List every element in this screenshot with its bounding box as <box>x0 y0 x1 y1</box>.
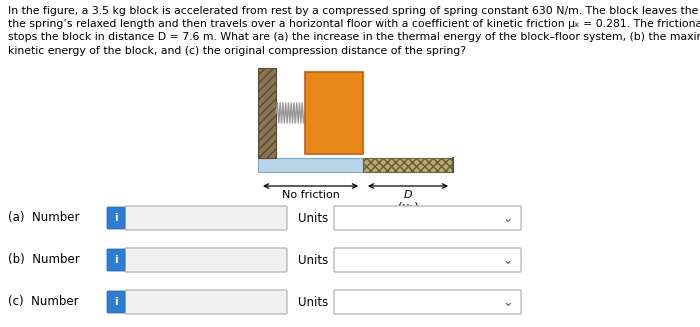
Text: Units: Units <box>298 253 328 267</box>
Text: In the figure, a 3.5 kg block is accelerated from rest by a compressed spring of: In the figure, a 3.5 kg block is acceler… <box>8 6 700 56</box>
Bar <box>258 68 276 158</box>
Text: No friction: No friction <box>281 190 340 200</box>
Text: (c)  Number: (c) Number <box>8 296 78 308</box>
Text: ⌄: ⌄ <box>503 296 513 308</box>
Bar <box>305 72 363 154</box>
Text: i: i <box>114 297 118 307</box>
Text: ⌄: ⌄ <box>503 212 513 225</box>
Text: ⌄: ⌄ <box>503 253 513 267</box>
FancyBboxPatch shape <box>107 291 125 313</box>
FancyBboxPatch shape <box>334 206 521 230</box>
FancyBboxPatch shape <box>107 207 125 229</box>
FancyBboxPatch shape <box>334 290 521 314</box>
FancyBboxPatch shape <box>125 248 287 272</box>
Text: (b)  Number: (b) Number <box>8 253 80 267</box>
Text: (a)  Number: (a) Number <box>8 212 80 225</box>
Text: i: i <box>114 213 118 223</box>
FancyBboxPatch shape <box>107 249 125 271</box>
Bar <box>258 68 276 158</box>
Bar <box>363 158 453 172</box>
Bar <box>363 158 453 172</box>
Text: Units: Units <box>298 212 328 225</box>
Text: Units: Units <box>298 296 328 308</box>
FancyBboxPatch shape <box>125 290 287 314</box>
Text: (μₖ): (μₖ) <box>398 202 419 212</box>
Text: D: D <box>404 190 412 200</box>
Bar <box>258 158 363 172</box>
Text: i: i <box>114 255 118 265</box>
FancyBboxPatch shape <box>125 206 287 230</box>
FancyBboxPatch shape <box>334 248 521 272</box>
